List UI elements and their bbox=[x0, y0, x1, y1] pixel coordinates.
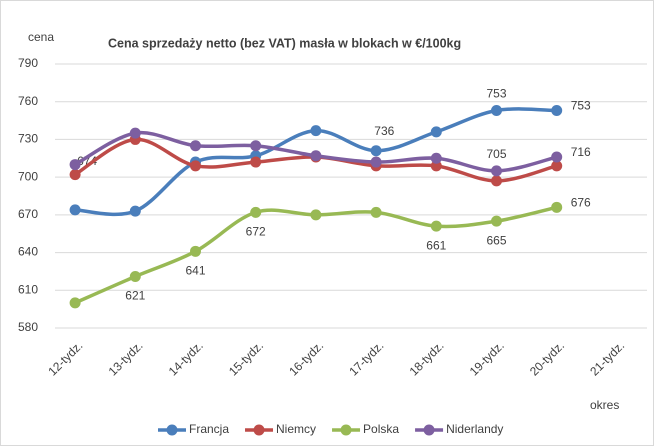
data-label: 674 bbox=[77, 154, 97, 168]
y-tick-label: 640 bbox=[18, 245, 38, 259]
data-label: 705 bbox=[486, 147, 506, 161]
data-point bbox=[310, 125, 322, 137]
data-point bbox=[129, 270, 141, 282]
legend-label: Niderlandy bbox=[446, 422, 503, 436]
legend-marker bbox=[253, 424, 265, 436]
y-tick-label: 670 bbox=[18, 207, 38, 221]
data-label: 621 bbox=[125, 289, 145, 303]
data-point bbox=[129, 127, 141, 139]
data-point bbox=[370, 145, 382, 157]
data-point bbox=[551, 151, 563, 163]
y-tick-label: 760 bbox=[18, 94, 38, 108]
data-point bbox=[250, 206, 262, 218]
data-point bbox=[69, 159, 81, 171]
legend-marker bbox=[340, 424, 352, 436]
y-tick-label: 730 bbox=[18, 132, 38, 146]
data-point bbox=[69, 204, 81, 216]
data-label: 641 bbox=[185, 263, 205, 277]
data-label: 672 bbox=[246, 225, 266, 239]
data-point bbox=[250, 140, 262, 152]
data-label: 753 bbox=[571, 99, 591, 113]
data-label: 716 bbox=[571, 145, 591, 159]
legend-label: Francja bbox=[189, 422, 229, 436]
data-label: 753 bbox=[486, 87, 506, 101]
data-point bbox=[551, 201, 563, 213]
data-point bbox=[69, 297, 81, 309]
data-label: 665 bbox=[486, 233, 506, 247]
legend-label: Polska bbox=[363, 422, 399, 436]
data-point bbox=[491, 105, 502, 117]
data-point bbox=[491, 215, 502, 227]
x-axis-label: okres bbox=[590, 398, 619, 412]
data-point bbox=[190, 245, 201, 257]
legend-label: Niemcy bbox=[276, 422, 316, 436]
data-point bbox=[551, 105, 563, 117]
data-point bbox=[430, 152, 442, 164]
data-point bbox=[310, 209, 322, 221]
data-point bbox=[370, 206, 382, 218]
data-point bbox=[491, 175, 502, 187]
data-label: 676 bbox=[571, 195, 591, 209]
y-tick-label: 580 bbox=[18, 320, 38, 334]
data-point bbox=[190, 140, 201, 152]
y-tick-label: 790 bbox=[18, 56, 38, 70]
y-axis-label: cena bbox=[28, 30, 54, 44]
data-point bbox=[551, 160, 563, 172]
data-label: 661 bbox=[426, 238, 446, 252]
chart-title: Cena sprzedaży netto (bez VAT) masła w b… bbox=[108, 36, 461, 50]
data-point bbox=[310, 150, 322, 162]
y-tick-label: 610 bbox=[18, 282, 38, 296]
data-point bbox=[370, 156, 382, 168]
data-point bbox=[430, 220, 442, 232]
data-point bbox=[491, 165, 502, 177]
data-point bbox=[69, 169, 81, 181]
y-tick-label: 700 bbox=[18, 169, 38, 183]
data-point bbox=[129, 205, 141, 217]
data-label: 736 bbox=[374, 124, 394, 138]
data-point bbox=[430, 160, 442, 172]
data-point bbox=[250, 156, 262, 168]
legend-marker bbox=[166, 424, 178, 436]
legend-marker bbox=[423, 424, 435, 436]
data-point bbox=[430, 126, 442, 138]
data-point bbox=[190, 160, 201, 172]
